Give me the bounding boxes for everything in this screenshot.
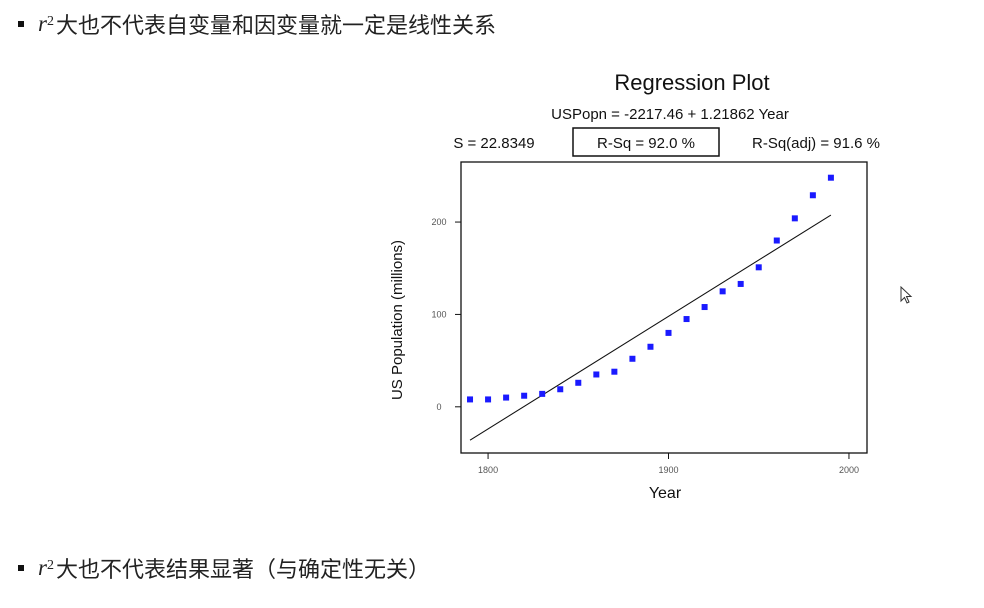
chart-title: Regression Plot bbox=[614, 70, 769, 95]
y-tick-label: 200 bbox=[431, 217, 446, 227]
stat-rsq-adj: R-Sq(adj) = 91.6 % bbox=[752, 135, 880, 152]
data-point bbox=[485, 396, 492, 403]
stat-rsq: R-Sq = 92.0 % bbox=[597, 135, 695, 152]
y-tick-label: 100 bbox=[431, 309, 446, 319]
axes-layer: 0 100 200 1800 1900 2000 bbox=[431, 217, 858, 475]
bullet-item-1: r 2 大也不代表自变量和因变量就一定是线性关系 bbox=[18, 8, 496, 40]
x-tick-label: 2000 bbox=[839, 465, 859, 475]
bullet-text: 大也不代表自变量和因变量就一定是线性关系 bbox=[55, 14, 496, 39]
data-point bbox=[521, 392, 528, 399]
data-point bbox=[755, 264, 762, 271]
stat-s: S = 22.8349 bbox=[453, 135, 534, 152]
bullet-item-2: r 2 大也不代表结果显著（与确定性无关） bbox=[18, 552, 430, 584]
data-point bbox=[503, 394, 510, 401]
data-point bbox=[575, 379, 582, 386]
exponent: 2 bbox=[46, 558, 54, 573]
data-point bbox=[683, 316, 690, 323]
data-point bbox=[665, 329, 672, 336]
plot-frame bbox=[460, 161, 868, 454]
fit-line-layer bbox=[469, 214, 832, 441]
regression-fit-line bbox=[469, 214, 832, 441]
rsq-box bbox=[572, 127, 720, 157]
data-point bbox=[629, 355, 636, 362]
data-point bbox=[611, 368, 618, 375]
data-point bbox=[539, 390, 546, 397]
x-tick-label: 1800 bbox=[478, 465, 498, 475]
data-point bbox=[467, 396, 474, 403]
data-point bbox=[719, 288, 726, 295]
regression-equation: USPopn = -2217.46 + 1.21862 Year bbox=[551, 106, 789, 123]
mouse-cursor-icon bbox=[900, 286, 913, 304]
exponent: 2 bbox=[46, 14, 54, 29]
data-point bbox=[737, 280, 744, 287]
r-symbol: r bbox=[38, 11, 47, 36]
bullet-text: 大也不代表结果显著（与确定性无关） bbox=[55, 558, 430, 583]
points-layer bbox=[467, 174, 834, 403]
bullet-marker bbox=[18, 21, 24, 27]
r-symbol: r bbox=[38, 555, 47, 580]
data-point bbox=[809, 192, 816, 199]
data-point bbox=[593, 371, 600, 378]
data-point bbox=[791, 215, 798, 222]
y-axis-label: US Population (millions) bbox=[389, 240, 406, 400]
bullet-marker bbox=[18, 565, 24, 571]
data-point bbox=[773, 237, 780, 244]
data-point bbox=[701, 304, 708, 311]
data-point bbox=[647, 343, 654, 350]
data-point bbox=[557, 386, 564, 393]
x-axis-label: Year bbox=[649, 485, 682, 502]
data-point bbox=[827, 174, 834, 181]
x-tick-label: 1900 bbox=[658, 465, 678, 475]
y-tick-label: 0 bbox=[436, 402, 441, 412]
